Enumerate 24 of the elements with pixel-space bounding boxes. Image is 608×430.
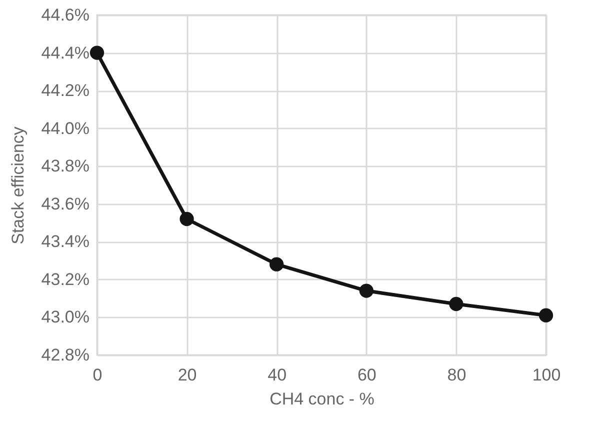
point [538,308,554,322]
y-tick-label: 44.6% [41,6,90,24]
y-tick-label: 43.0% [41,308,90,327]
y-tick-label: 43.4% [41,232,90,252]
point [449,296,464,312]
y-tick-label: 43.6% [41,194,90,214]
point [180,212,194,226]
x-tick-label: 40 [268,366,287,384]
x-tick-label: 100 [532,366,561,384]
y-tick-label: 43.8% [41,156,90,176]
x-axis-title: CH4 conc - % [270,390,374,408]
y-tick-label: 43.2% [41,270,90,289]
x-tick-label: 0 [92,366,102,384]
x-tick-label: 20 [178,366,197,384]
y-axis-title: Stack efficiency [8,126,28,244]
y-tick-label: 44.0% [41,118,90,138]
x-tick-label: 80 [447,366,466,384]
y-tick-label: 42.8% [41,346,90,364]
point [359,284,374,298]
point [270,257,284,272]
y-tick-label: 44.2% [41,81,90,100]
point [90,46,104,60]
y-tick-label: 44.4% [41,43,90,62]
x-tick-label: 60 [357,366,376,384]
